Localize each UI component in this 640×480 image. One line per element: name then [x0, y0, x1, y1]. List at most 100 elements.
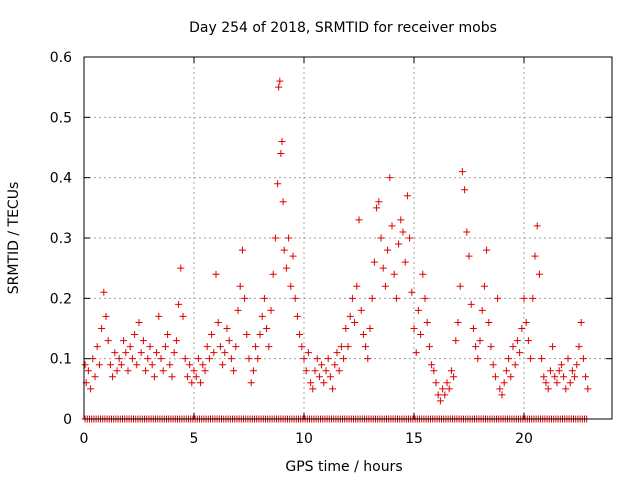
data-point	[529, 294, 537, 302]
data-point	[313, 355, 321, 363]
data-point	[139, 337, 147, 345]
data-point	[230, 367, 238, 375]
data-point	[89, 355, 97, 363]
data-point	[131, 331, 139, 339]
data-point	[265, 343, 273, 351]
data-point	[489, 361, 497, 369]
data-point	[249, 367, 257, 375]
data-point	[279, 198, 287, 206]
data-point	[421, 294, 429, 302]
data-point	[289, 252, 297, 260]
data-point	[172, 337, 180, 345]
data-point	[560, 373, 568, 381]
data-point	[329, 385, 337, 393]
data-point	[384, 246, 392, 254]
data-point	[236, 282, 244, 290]
data-point	[406, 234, 414, 242]
data-point	[549, 343, 557, 351]
data-point	[485, 318, 493, 326]
data-point	[216, 343, 224, 351]
y-tick-label: 0.6	[50, 50, 72, 66]
data-point	[277, 150, 285, 158]
data-point	[100, 288, 108, 296]
data-point	[447, 367, 455, 375]
data-point	[414, 306, 422, 314]
data-point	[348, 294, 356, 302]
data-point	[542, 379, 550, 387]
data-point	[287, 282, 295, 290]
y-axis-label: SRMTID / TECUs	[6, 182, 22, 295]
data-point	[120, 337, 128, 345]
data-point	[148, 361, 156, 369]
data-point	[439, 385, 447, 393]
data-point	[320, 379, 328, 387]
data-point	[276, 77, 284, 85]
data-point	[430, 367, 438, 375]
data-point	[267, 306, 275, 314]
data-point	[142, 367, 150, 375]
y-tick-label: 0	[63, 412, 72, 428]
data-point	[546, 367, 554, 375]
x-tick-label: 10	[295, 431, 313, 447]
data-point	[95, 361, 103, 369]
data-point	[412, 349, 420, 357]
data-point	[122, 349, 130, 357]
data-point	[234, 306, 242, 314]
data-point	[419, 270, 427, 278]
data-point	[401, 258, 409, 266]
data-point	[351, 318, 359, 326]
data-point	[186, 361, 194, 369]
x-axis-label: GPS time / hours	[285, 459, 402, 475]
data-point	[117, 361, 125, 369]
data-point	[520, 294, 528, 302]
data-point	[91, 373, 99, 381]
data-point	[137, 349, 145, 357]
data-point	[346, 312, 354, 320]
data-point	[275, 83, 283, 91]
data-point	[309, 385, 317, 393]
data-point	[434, 391, 442, 399]
data-point	[194, 355, 202, 363]
data-point	[458, 168, 466, 176]
data-point	[522, 318, 530, 326]
data-point	[285, 234, 293, 242]
data-point	[516, 349, 524, 357]
data-point	[524, 337, 532, 345]
data-point	[199, 361, 207, 369]
data-point	[280, 246, 288, 254]
data-point	[540, 373, 548, 381]
data-point	[175, 300, 183, 308]
data-point	[282, 264, 290, 272]
data-point	[399, 228, 407, 236]
data-point	[238, 246, 246, 254]
data-point	[93, 343, 101, 351]
data-point	[210, 349, 218, 357]
data-point	[304, 349, 312, 357]
data-point	[153, 349, 161, 357]
data-point	[214, 318, 222, 326]
data-point	[223, 325, 231, 332]
data-point	[150, 373, 158, 381]
data-point	[252, 343, 260, 351]
data-point	[417, 331, 425, 339]
data-point	[208, 331, 216, 339]
data-point	[562, 385, 570, 393]
data-point	[102, 312, 110, 320]
data-point	[164, 331, 172, 339]
data-point	[190, 367, 198, 375]
data-point	[476, 337, 484, 345]
data-point	[274, 180, 282, 188]
data-point	[192, 373, 200, 381]
data-point	[496, 385, 504, 393]
data-point	[227, 355, 235, 363]
data-point	[232, 343, 240, 351]
y-tick-label: 0.5	[50, 110, 72, 126]
data-point	[392, 294, 400, 302]
data-point	[461, 186, 469, 194]
data-point	[296, 331, 304, 339]
data-point	[452, 337, 460, 345]
data-point	[465, 252, 473, 260]
data-point	[450, 373, 458, 381]
data-point	[353, 282, 361, 290]
data-point	[472, 343, 480, 351]
